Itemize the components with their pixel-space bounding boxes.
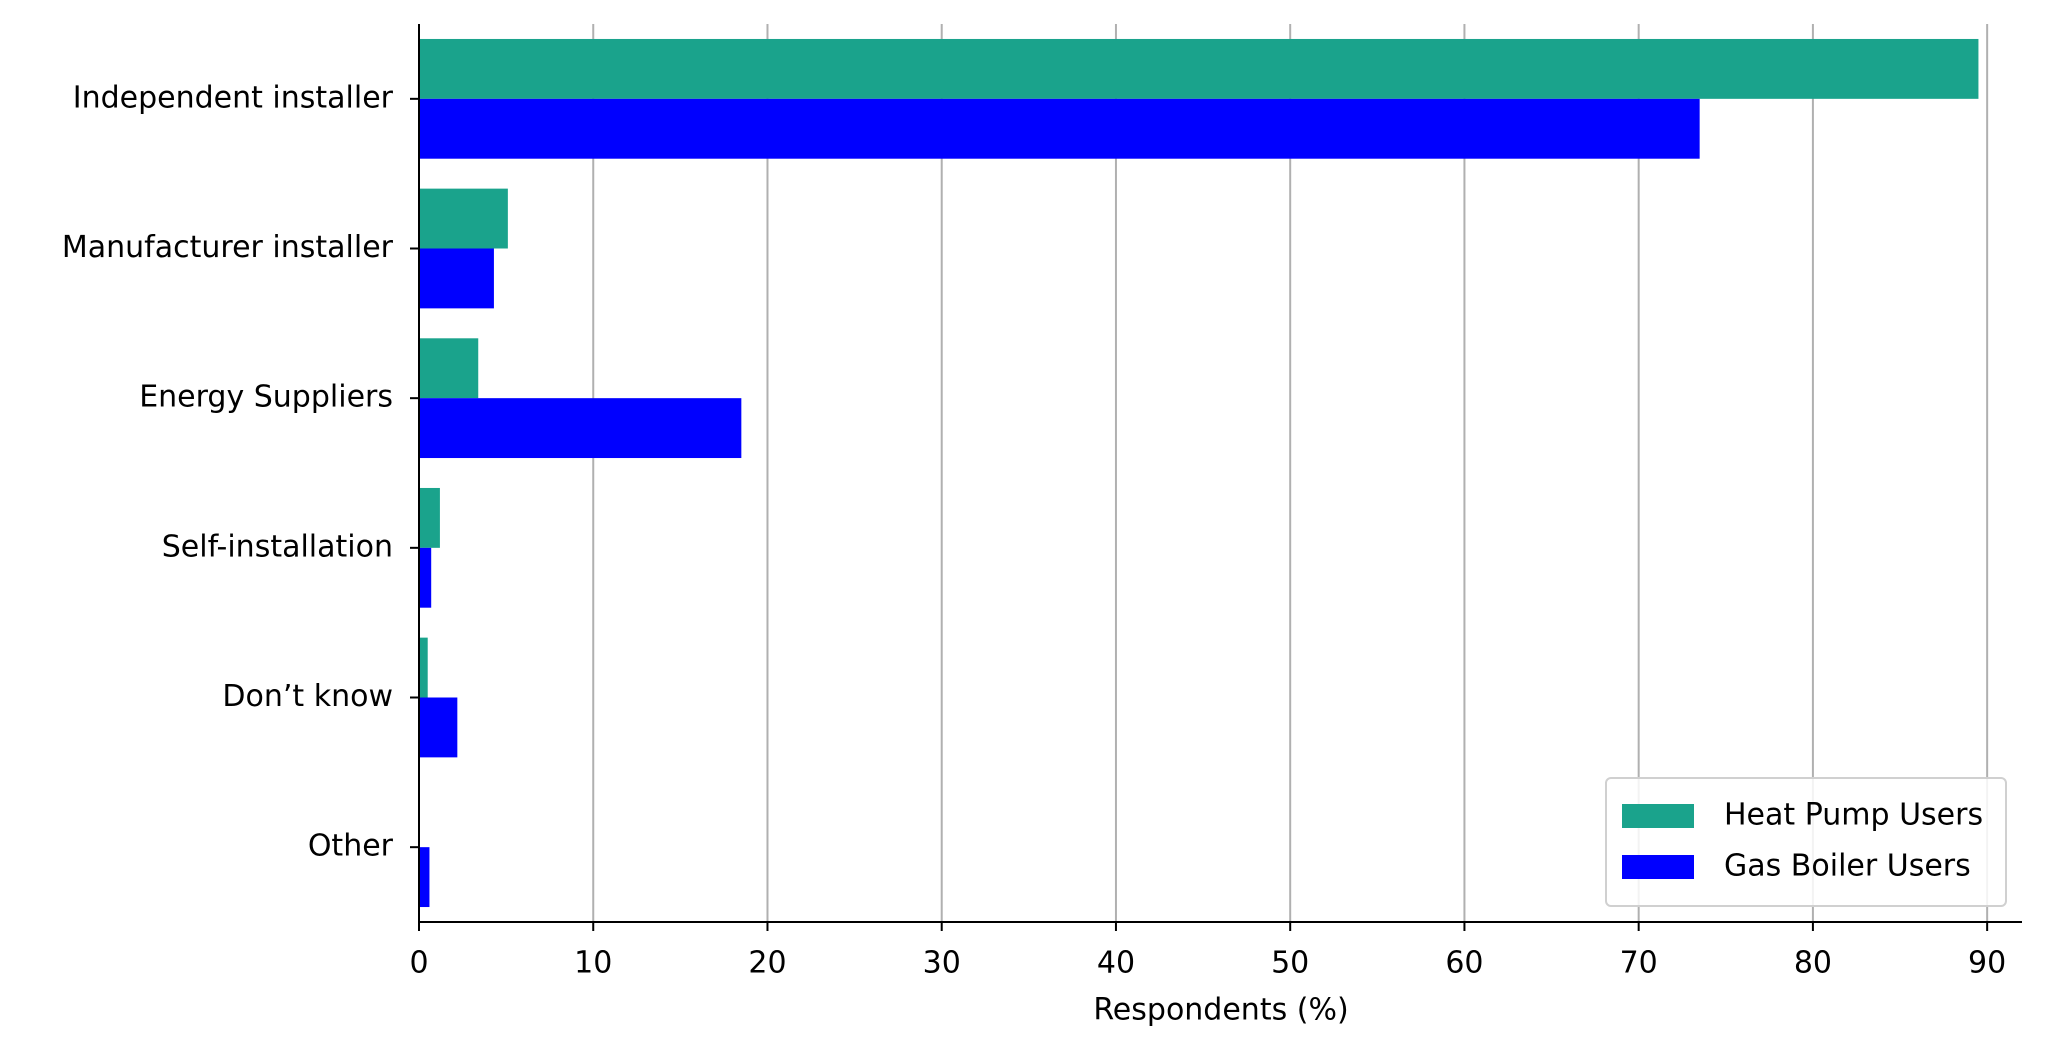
legend-label: Gas Boiler Users <box>1724 849 1971 884</box>
y-tick-label: Don’t know <box>222 679 393 714</box>
x-axis-label: Respondents (%) <box>1093 993 1348 1028</box>
y-tick-label: Other <box>308 829 394 864</box>
y-tick-label: Manufacturer installer <box>62 230 394 265</box>
legend-label: Heat Pump Users <box>1724 798 1983 833</box>
legend: Heat Pump Users Gas Boiler Users <box>1605 777 2007 907</box>
x-tick-label: 60 <box>1445 946 1483 981</box>
bar <box>419 398 742 459</box>
y-tick-label: Self-installation <box>162 529 393 564</box>
bar <box>419 547 432 608</box>
x-tick-label: 80 <box>1794 946 1832 981</box>
x-tick-label: 70 <box>1620 946 1658 981</box>
bar <box>419 637 428 698</box>
y-tick-label: Energy Suppliers <box>139 380 393 415</box>
x-tick-label: 30 <box>923 946 961 981</box>
bar <box>419 188 508 249</box>
legend-swatch <box>1622 855 1694 879</box>
legend-swatch <box>1622 804 1694 828</box>
y-tick-label: Independent installer <box>73 80 394 115</box>
legend-frame <box>1605 777 2007 907</box>
bar <box>419 487 440 548</box>
x-tick-label: 0 <box>409 946 428 981</box>
bar <box>419 38 1979 99</box>
bar <box>419 847 430 908</box>
x-tick-label: 10 <box>574 946 612 981</box>
bar <box>419 697 458 758</box>
x-tick-label: 50 <box>1271 946 1309 981</box>
bar <box>419 98 1700 159</box>
x-tick-label: 90 <box>1968 946 2006 981</box>
bar <box>419 248 494 309</box>
x-tick-label: 20 <box>748 946 786 981</box>
bar <box>419 338 479 399</box>
x-tick-label: 40 <box>1097 946 1135 981</box>
